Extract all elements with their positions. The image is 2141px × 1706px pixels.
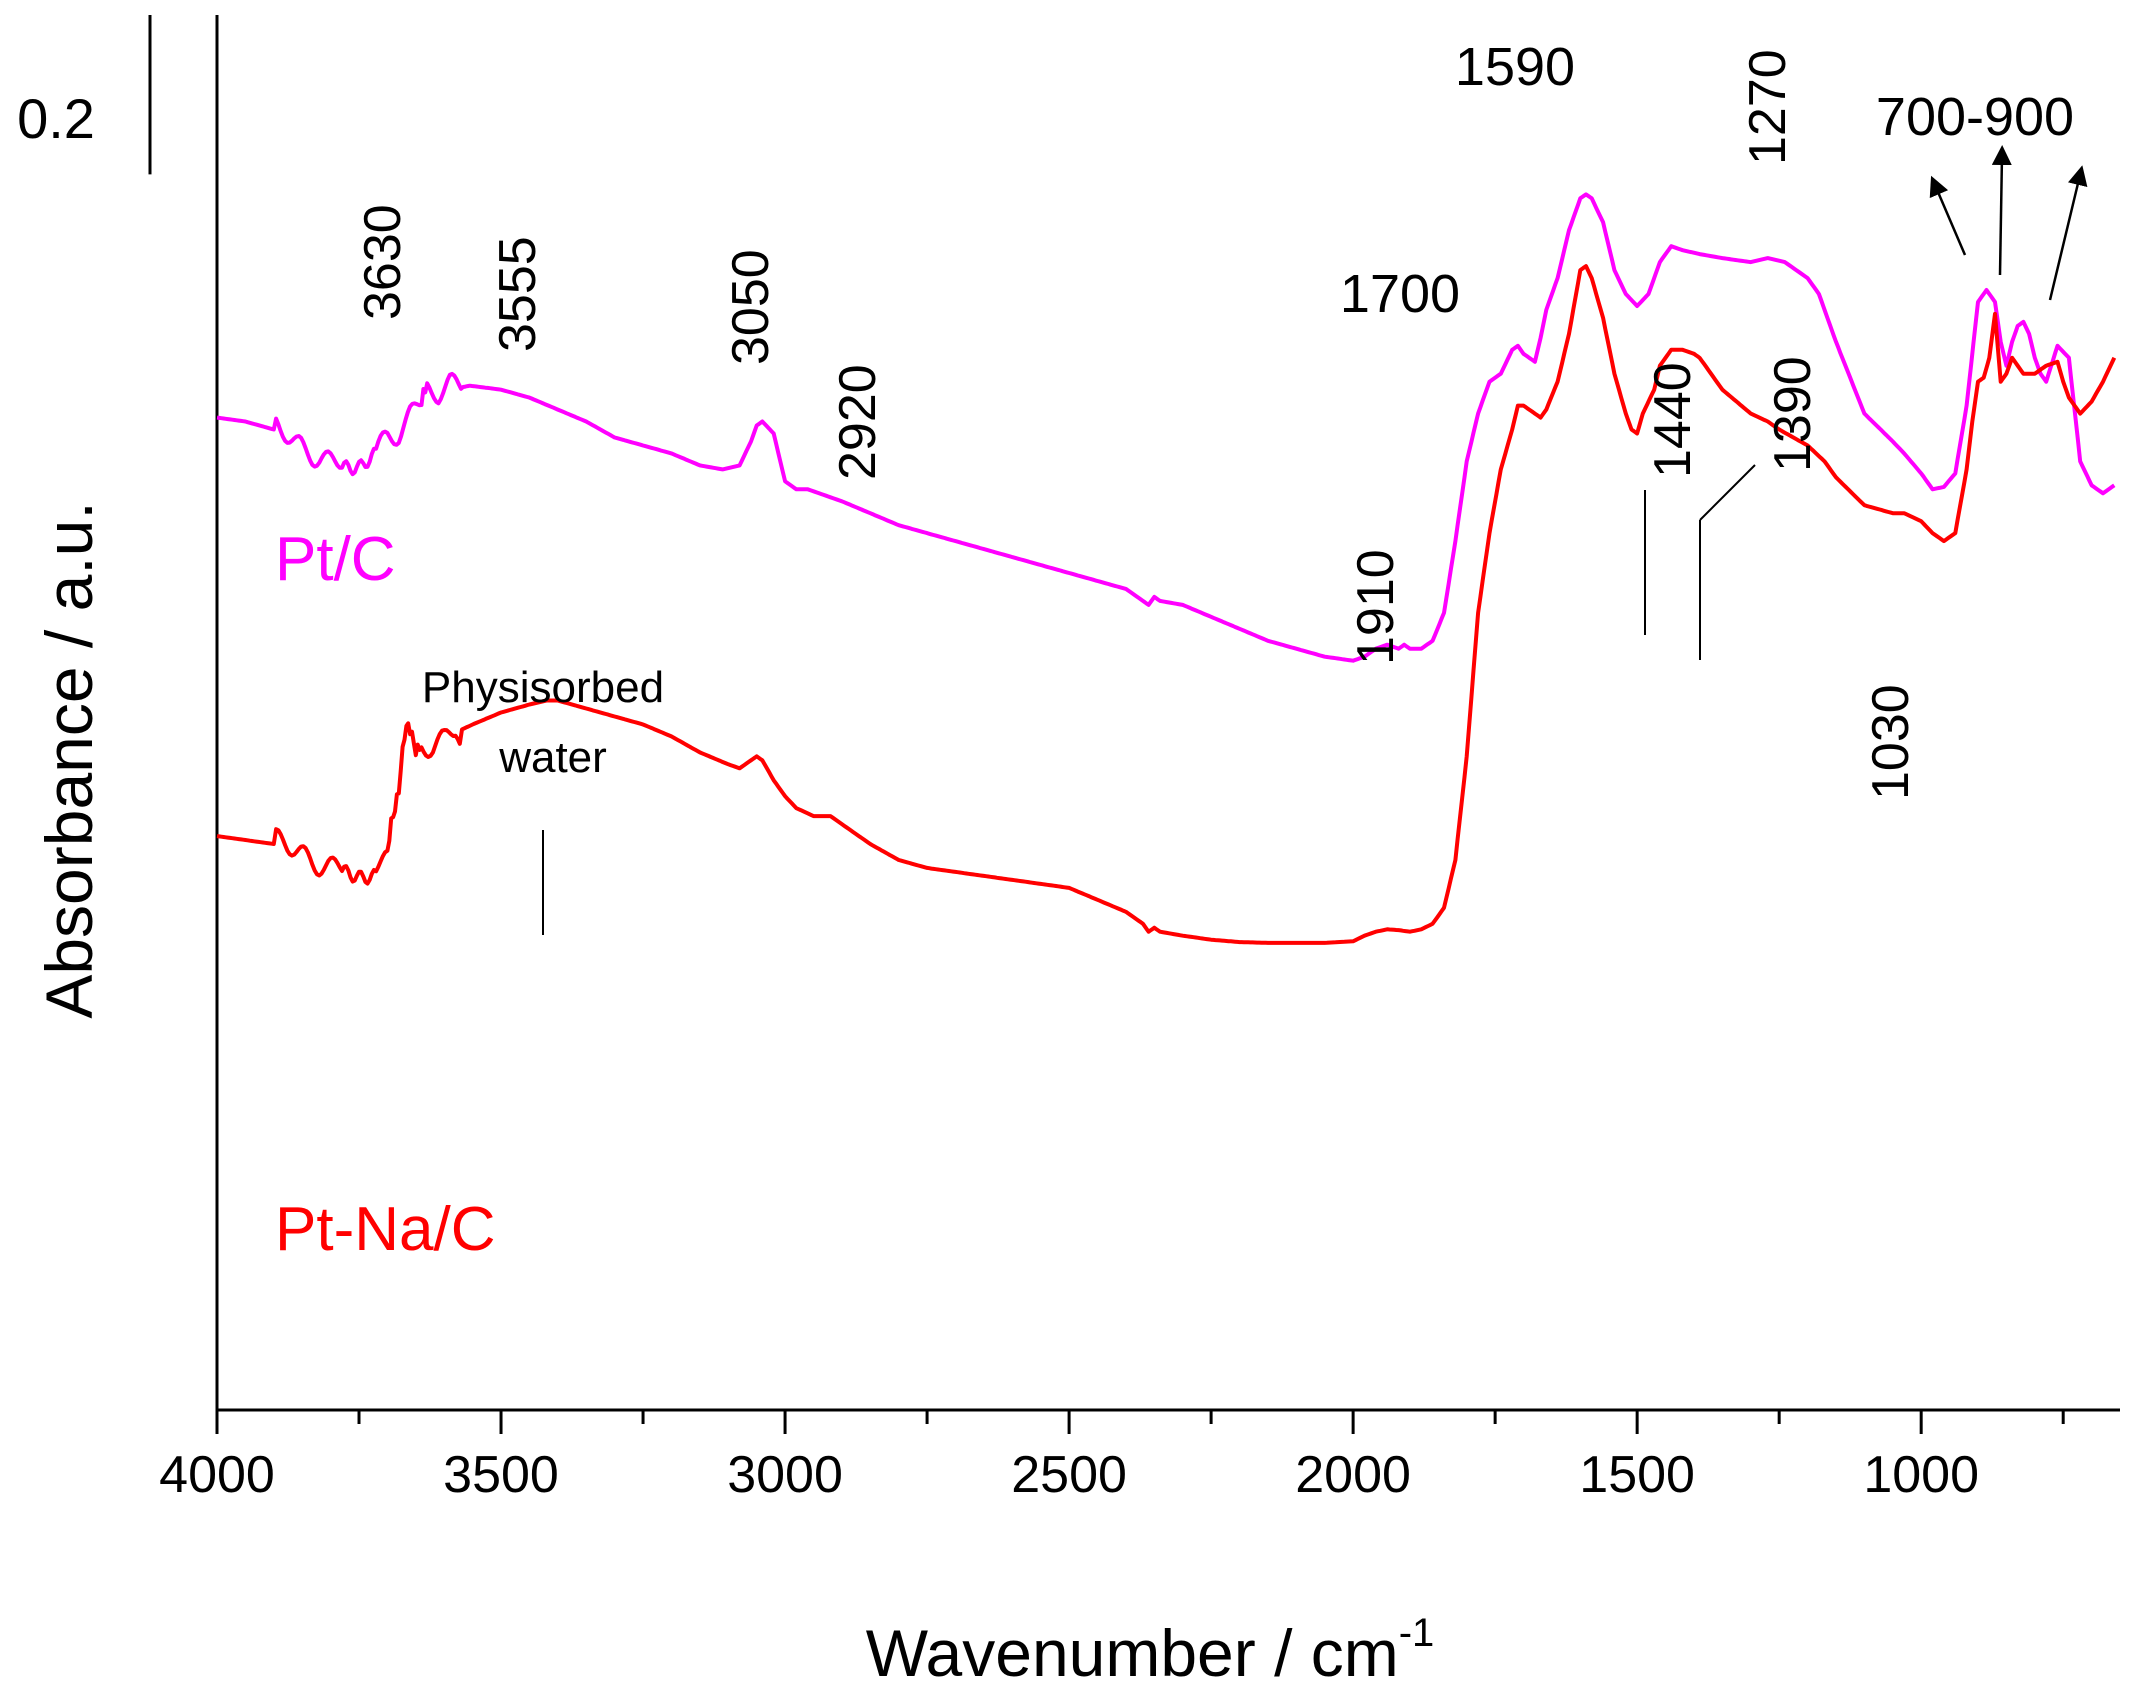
peak-label: Physisorbed [422,663,664,712]
peak-label: 1390 [1764,356,1822,472]
peak-label: 3050 [722,249,780,365]
x-axis-label: Wavenumber / cm-1 [866,1611,1435,1690]
x-tick-label: 1000 [1863,1446,1979,1504]
x-tick-label: 1500 [1579,1446,1695,1504]
peak-label: 1910 [1347,549,1405,665]
series-label-pt-na-c: Pt-Na/C [275,1195,495,1264]
x-tick-label: 3500 [443,1446,559,1504]
series-line-pt-c [216,192,2116,663]
peak-label: 1700 [1340,264,1460,324]
peak-label: 1440 [1644,362,1702,478]
x-tick-label: 3000 [727,1446,843,1504]
series-label-pt-c: Pt/C [275,525,396,594]
leader-line [1699,464,1756,521]
x-tick-label: 2500 [1011,1446,1127,1504]
peak-label: 1030 [1862,684,1920,800]
arrow-700-900 [1929,175,1967,256]
arrow-700-900 [2048,165,2088,301]
x-axis-label-superscript: -1 [1399,1611,1435,1655]
scale-bar-label: 0.2 [17,87,95,150]
arrow-700-900 [1991,145,2012,276]
peak-label: 2920 [829,364,887,480]
y-axis-label: Absorbance / a.u. [32,501,106,1018]
peak-label: 3630 [354,204,412,320]
peak-label: 700-900 [1876,87,2074,147]
peak-label: 1270 [1739,49,1797,165]
x-tick-label: 4000 [159,1446,275,1504]
peak-label: 1590 [1455,37,1575,97]
peak-label: 3555 [489,236,547,352]
series-line-pt-na-c [216,264,2117,945]
x-tick-label: 2000 [1295,1446,1411,1504]
peak-label: water [498,733,607,782]
